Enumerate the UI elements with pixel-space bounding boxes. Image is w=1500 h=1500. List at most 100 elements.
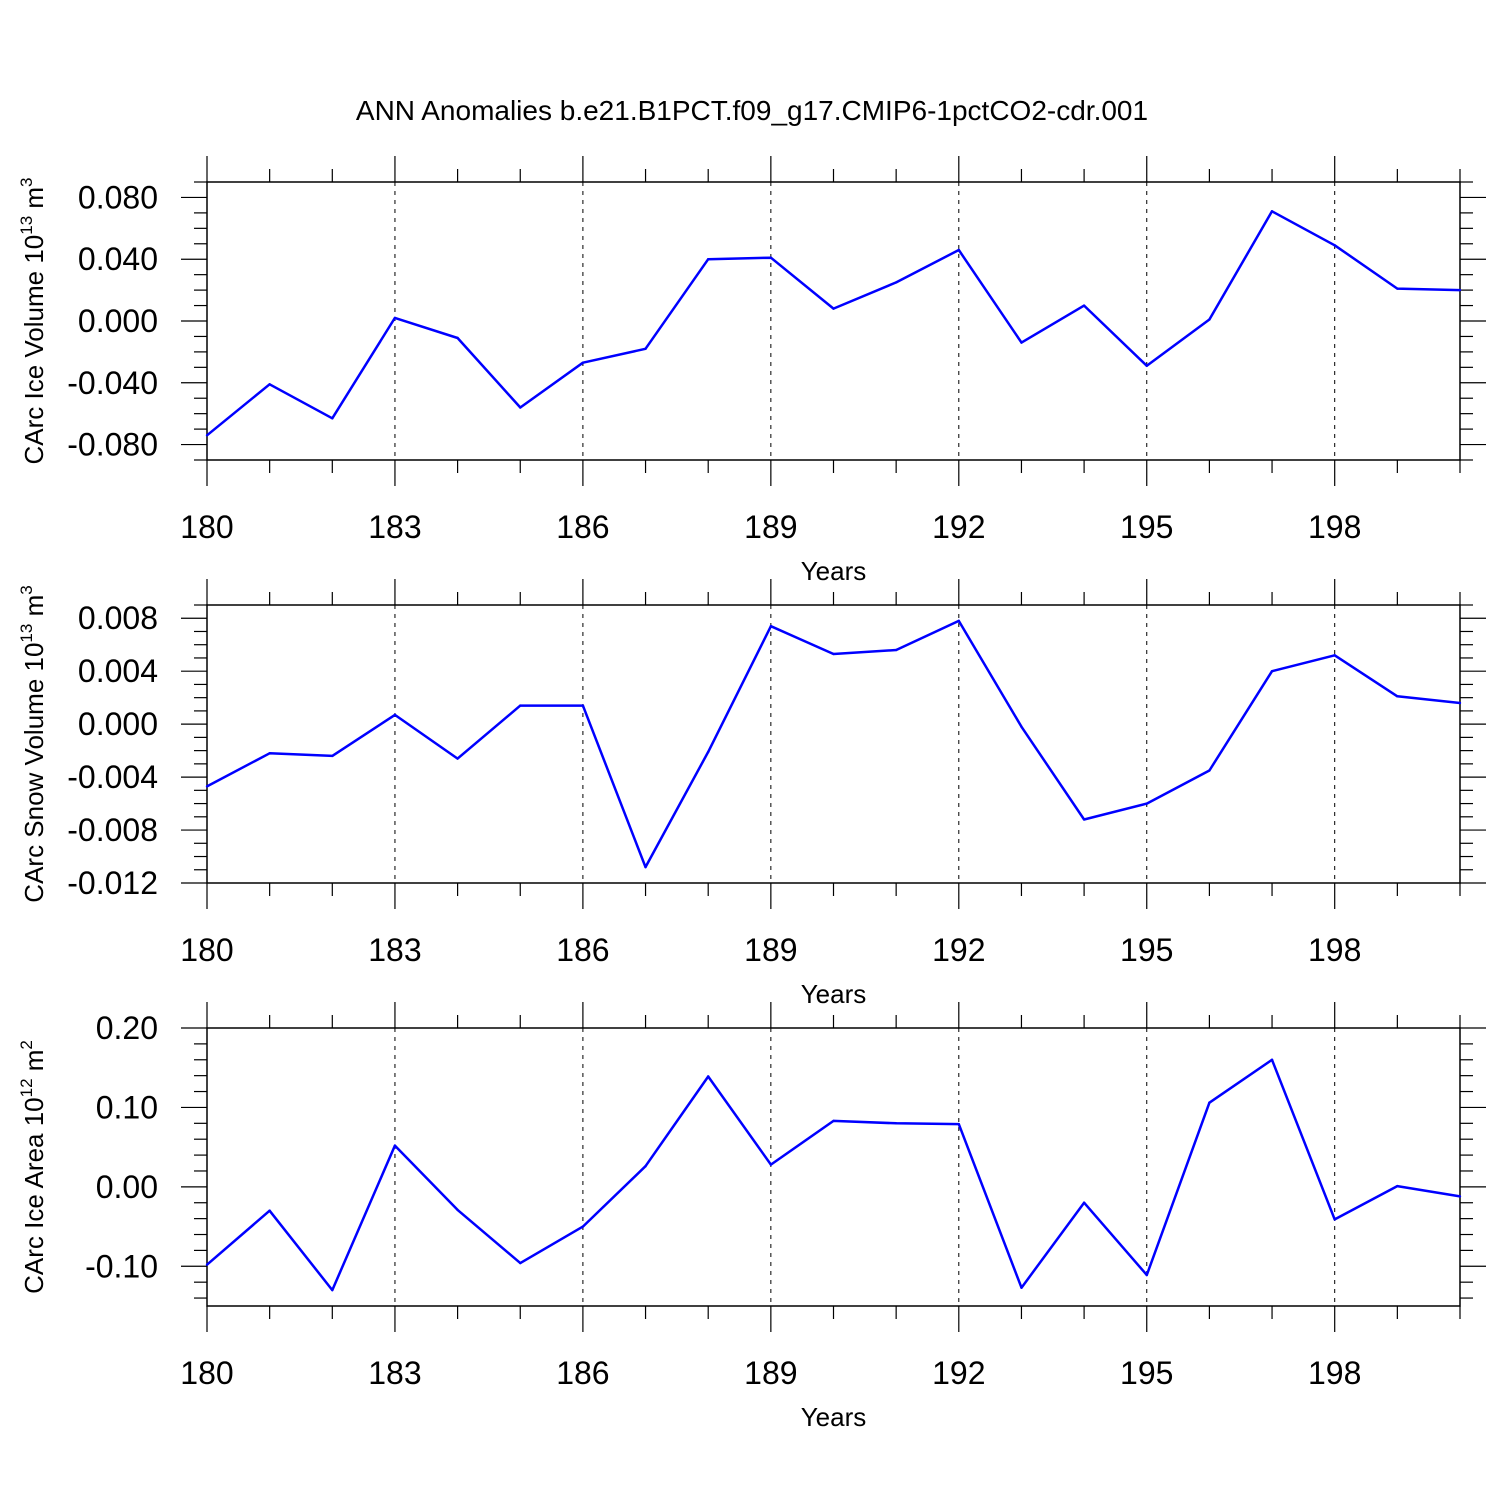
x-tick-label: 198 — [1308, 509, 1361, 545]
data-point — [1270, 210, 1274, 213]
data-point — [581, 704, 585, 707]
y-tick-label: -0.004 — [67, 759, 158, 795]
data-point — [1208, 318, 1211, 321]
data-point — [769, 1163, 773, 1166]
data-point — [707, 1075, 710, 1078]
data-point — [1396, 1184, 1399, 1188]
x-tick-label: 192 — [932, 509, 985, 545]
data-point — [644, 347, 647, 350]
data-point — [1208, 769, 1211, 772]
data-point — [957, 248, 960, 252]
data-point — [393, 1144, 397, 1147]
data-point — [268, 383, 271, 386]
x-tick-label: 195 — [1120, 1355, 1173, 1391]
panel-ice-volume: -0.080 -0.040 0.000 0.040 0.080 180 183 186 189 1… — [17, 156, 1486, 586]
chart-title: ANN Anomalies b.e21.B1PCT.f09_g17.CMIP6-… — [356, 95, 1148, 126]
data-point — [205, 785, 209, 788]
y-tick-label: 0.000 — [78, 303, 158, 339]
data-point — [331, 417, 334, 420]
x-tick-label: 198 — [1308, 1355, 1361, 1391]
y-tick-label: -0.080 — [67, 427, 158, 463]
data-point — [519, 1261, 522, 1265]
y-axis-label: CArc Ice Volume 1013 m3 — [17, 177, 49, 464]
data-point — [1270, 1058, 1274, 1061]
panel-ice-area: -0.10 0.00 0.10 0.20 180 183 186 189 192 195 198 Ye… — [17, 1002, 1486, 1432]
data-point — [268, 752, 271, 755]
data-point — [1333, 1218, 1336, 1221]
data-point — [456, 336, 459, 340]
data-point — [393, 316, 397, 320]
y-tick-label: 0.000 — [78, 706, 158, 742]
x-axis-label: Years — [801, 556, 867, 586]
y-tick-label: -0.008 — [67, 812, 158, 848]
data-point — [205, 1263, 209, 1266]
data-point — [205, 434, 209, 437]
data-point — [581, 361, 585, 364]
data-point — [1458, 288, 1462, 292]
data-point — [268, 1209, 271, 1212]
data-point — [581, 1225, 585, 1228]
chart-panels: -0.080 -0.040 0.000 0.040 0.080 180 183 186 189 1… — [17, 156, 1486, 1432]
y-tick-label: 0.040 — [78, 241, 158, 277]
data-point — [894, 1122, 898, 1125]
data-point — [769, 256, 773, 259]
data-point — [1020, 1286, 1023, 1289]
x-tick-label: 198 — [1308, 932, 1361, 968]
data-point — [894, 648, 898, 652]
data-point — [1020, 341, 1023, 344]
x-tick-label: 180 — [180, 509, 233, 545]
data-point — [1145, 364, 1148, 367]
data-point — [331, 754, 334, 758]
panel-snow-volume: -0.012 -0.008 -0.004 0.000 0.004 0.008 180 183 1… — [17, 579, 1486, 1009]
y-axis-label: CArc Ice Area 1012 m2 — [17, 1040, 49, 1294]
data-point — [1270, 669, 1274, 673]
x-tick-label: 195 — [1120, 509, 1173, 545]
data-point — [832, 652, 835, 656]
data-point — [1082, 304, 1086, 307]
data-point — [957, 1122, 960, 1126]
data-point — [1208, 1101, 1211, 1104]
data-point — [1145, 1273, 1148, 1277]
y-tick-label: 0.008 — [78, 600, 158, 636]
data-point — [644, 1165, 647, 1168]
data-point — [832, 1119, 835, 1123]
x-tick-label: 186 — [556, 509, 609, 545]
data-point — [957, 619, 960, 623]
x-tick-label: 192 — [932, 1355, 985, 1391]
x-tick-label: 186 — [556, 932, 609, 968]
data-point — [1333, 244, 1336, 247]
data-point — [1458, 701, 1462, 705]
data-point — [1458, 1195, 1462, 1198]
data-point — [1333, 654, 1336, 657]
x-tick-label: 192 — [932, 932, 985, 968]
data-point — [1082, 1201, 1086, 1204]
x-tick-label: 189 — [744, 932, 797, 968]
data-point — [519, 406, 522, 409]
x-tick-label: 186 — [556, 1355, 609, 1391]
data-point — [1396, 287, 1399, 290]
y-tick-label: 0.10 — [96, 1089, 158, 1125]
data-point — [393, 713, 397, 717]
data-point — [707, 750, 710, 754]
x-tick-label: 183 — [368, 1355, 421, 1391]
data-point — [331, 1288, 334, 1292]
data-point — [832, 307, 835, 310]
y-tick-label: 0.00 — [96, 1169, 158, 1205]
data-point — [707, 258, 710, 261]
x-tick-label: 183 — [368, 509, 421, 545]
x-axis-label: Years — [801, 979, 867, 1009]
data-point — [894, 281, 898, 284]
y-axis-label: CArc Snow Volume 1013 m3 — [17, 585, 49, 902]
y-tick-label: 0.004 — [78, 653, 158, 689]
data-point — [1145, 802, 1148, 805]
y-tick-label: -0.012 — [67, 865, 158, 901]
y-tick-label: -0.040 — [67, 365, 158, 401]
x-tick-label: 180 — [180, 1355, 233, 1391]
y-tick-label: -0.10 — [85, 1248, 158, 1284]
x-tick-label: 180 — [180, 932, 233, 968]
data-point — [1396, 695, 1399, 698]
x-axis-label: Years — [801, 1402, 867, 1432]
x-tick-label: 189 — [744, 1355, 797, 1391]
data-point — [769, 624, 773, 628]
data-point — [456, 757, 459, 760]
